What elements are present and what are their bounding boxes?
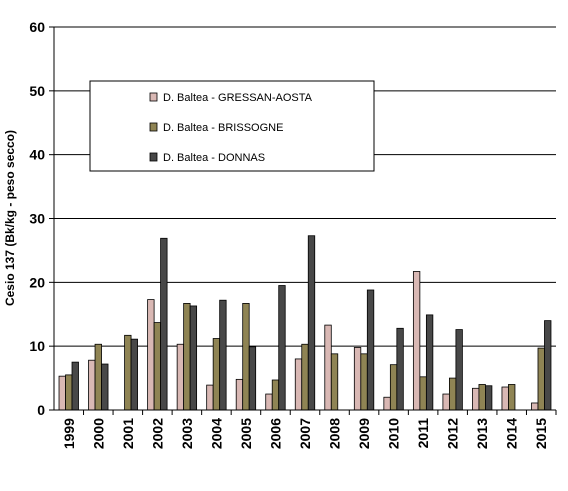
x-tick-label: 2004	[208, 418, 224, 449]
bar	[242, 302, 250, 411]
x-tick-label: 2005	[238, 418, 254, 449]
x-tick-labels: 1999 2000 2001 2002 2003 2004 2005 2006 2007 2008…	[61, 410, 557, 449]
y-tick-label: 50	[29, 83, 45, 99]
bar	[248, 346, 257, 411]
x-tick-label: 2015	[533, 418, 549, 449]
bar	[544, 320, 552, 411]
bar	[537, 347, 545, 411]
bar	[419, 376, 427, 411]
bar	[478, 384, 486, 411]
bar	[324, 324, 332, 411]
bar	[389, 364, 398, 411]
bar	[472, 387, 480, 411]
x-tick-label: 2001	[120, 418, 136, 449]
legend: D. Baltea - GRESSAN-AOSTA D. Baltea - BRI…	[89, 80, 375, 172]
x-tick-label: 2002	[149, 418, 165, 449]
y-tick-label: 40	[29, 147, 45, 163]
x-tick-label: 2009	[356, 418, 372, 449]
bar	[235, 378, 244, 411]
y-tick-label: 30	[29, 211, 45, 227]
bar	[301, 343, 309, 411]
bar	[442, 393, 450, 411]
bar	[153, 322, 162, 411]
legend-box	[89, 80, 375, 172]
x-tick-label: 2010	[386, 418, 402, 449]
bar	[508, 384, 516, 411]
bar	[265, 393, 273, 411]
legend-swatch	[149, 92, 158, 102]
x-tick-label: 2000	[90, 418, 106, 449]
bar	[531, 402, 539, 411]
y-tick-label: 20	[29, 274, 45, 290]
x-tick-label: 2012	[445, 418, 461, 449]
bar	[455, 329, 463, 411]
bar	[294, 358, 303, 411]
bar	[65, 374, 73, 411]
bar	[366, 289, 375, 411]
x-tick-label: 2011	[415, 418, 431, 449]
y-tick-label: 60	[29, 19, 45, 35]
bar	[425, 314, 434, 411]
bar	[71, 361, 79, 411]
bar	[147, 299, 155, 411]
bar	[330, 353, 339, 411]
bar	[383, 396, 391, 411]
bar	[501, 386, 509, 411]
bar	[94, 343, 102, 411]
legend-label: D. Baltea - DONNAS	[163, 152, 265, 164]
legend-swatch	[149, 122, 158, 132]
bar	[353, 347, 362, 411]
bar	[271, 379, 280, 411]
bar	[176, 343, 185, 411]
bar	[206, 384, 214, 411]
bar	[219, 299, 227, 411]
x-tick-label: 2007	[297, 418, 313, 449]
x-tick-label: 2014	[504, 418, 520, 449]
bar	[183, 302, 191, 411]
bar	[278, 285, 286, 411]
bar	[88, 359, 96, 411]
bar	[396, 327, 404, 411]
legend-label: D. Baltea - BRISSOGNE	[163, 122, 283, 134]
legend-label: D. Baltea - GRESSAN-AOSTA	[163, 92, 313, 104]
y-tick-label: 10	[29, 338, 45, 354]
bar	[412, 271, 421, 411]
bar	[124, 334, 132, 411]
x-tick-label: 1999	[61, 418, 77, 449]
bar	[101, 363, 109, 411]
bar	[448, 377, 457, 411]
bar	[160, 237, 168, 411]
y-axis-label: Cesio 137 (Bk/kg - peso secco)	[3, 130, 17, 306]
x-tick-label: 2006	[267, 418, 283, 449]
bar	[130, 338, 138, 411]
x-tick-label: 2008	[327, 418, 343, 449]
legend-swatch	[149, 152, 158, 162]
x-tick-label: 2003	[179, 418, 195, 449]
bars	[58, 235, 552, 411]
y-tick-label: 0	[37, 402, 45, 418]
bar	[212, 338, 221, 411]
bar	[485, 385, 493, 411]
x-tick-label: 2013	[474, 418, 490, 449]
bar	[360, 353, 368, 411]
bar	[189, 305, 198, 411]
bar	[307, 235, 316, 411]
bar	[58, 375, 66, 411]
y-tick-labels: 0 10 20 30 40 50 60	[29, 19, 54, 418]
